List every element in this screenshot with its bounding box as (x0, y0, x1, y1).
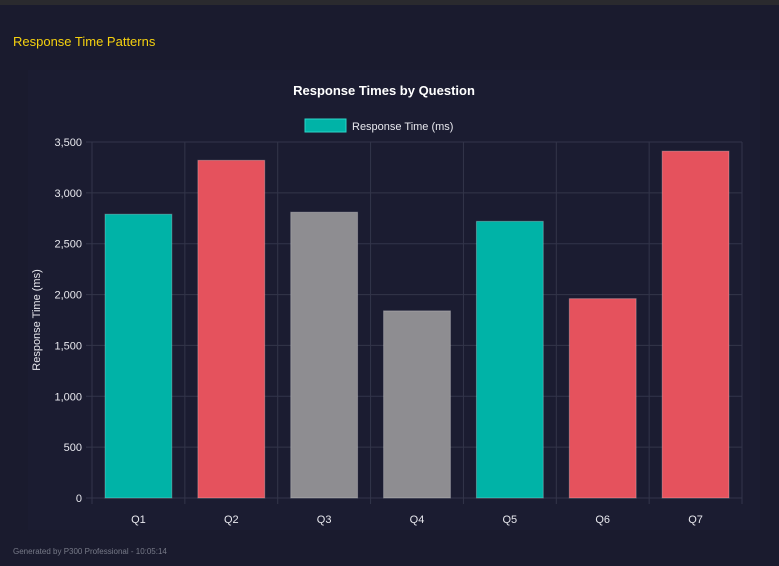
legend-label: Response Time (ms) (352, 121, 453, 133)
x-tick-label: Q5 (503, 514, 518, 526)
y-tick-label: 2,000 (54, 290, 82, 302)
footer-text: Generated by P300 Professional - 10:05:1… (13, 547, 167, 556)
x-tick-label: Q2 (224, 514, 239, 526)
y-tick-label: 1,500 (54, 340, 82, 352)
bar-q1 (104, 213, 173, 499)
chart-title: Response Times by Question (293, 83, 475, 98)
bar-q4 (383, 310, 451, 499)
bar-q6 (568, 298, 637, 499)
y-tick-label: 3,000 (54, 188, 82, 200)
window-top-bar (0, 0, 779, 5)
y-tick-label: 0 (76, 493, 82, 505)
x-tick-label: Q1 (131, 514, 146, 526)
bar-q5 (475, 220, 544, 499)
legend-swatch (304, 118, 347, 133)
y-tick-label: 1,000 (54, 391, 82, 403)
x-tick-label: Q6 (595, 514, 610, 526)
x-tick-label: Q7 (688, 514, 703, 526)
bar-q3 (290, 211, 359, 499)
y-tick-label: 500 (64, 442, 82, 454)
bar-q7 (661, 150, 730, 499)
x-tick-label: Q4 (410, 514, 425, 526)
section-title: Response Time Patterns (13, 34, 156, 49)
y-axis-label: Response Time (ms) (31, 269, 43, 370)
y-tick-label: 3,500 (54, 137, 82, 149)
x-tick-label: Q3 (317, 514, 332, 526)
bar-q2 (197, 159, 266, 499)
y-tick-label: 2,500 (54, 239, 82, 251)
